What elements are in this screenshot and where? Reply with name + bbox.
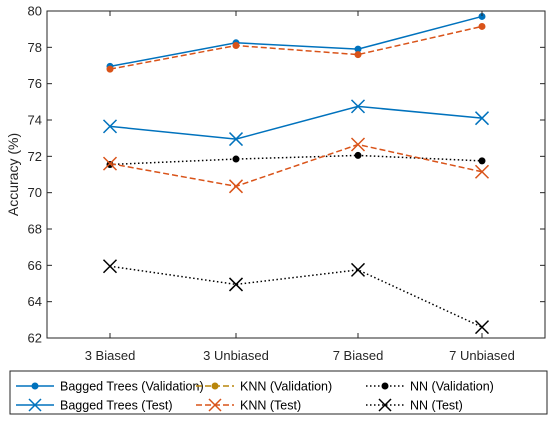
data-point <box>228 132 244 147</box>
legend-label: Bagged Trees (Test) <box>60 399 173 413</box>
axes: 62 64 66 68 70 72 74 76 78 80 3 Biased 3 Unbiased 7 … <box>5 4 546 363</box>
y-tick-label: 72 <box>28 149 42 164</box>
legend-entry-5: NN (Test) <box>366 398 463 413</box>
x-tick-label: 7 Unbiased <box>449 348 515 363</box>
data-point <box>208 398 222 412</box>
series-line <box>109 15 483 68</box>
plot-area <box>102 12 490 335</box>
data-point <box>474 320 490 335</box>
axes-box <box>46 10 546 339</box>
legend-entry-0: Bagged Trees (Validation) <box>16 380 204 394</box>
legend-box <box>9 370 548 415</box>
marker-stroke <box>378 398 392 412</box>
data-point <box>102 156 118 171</box>
data-point <box>228 179 244 194</box>
marker-stroke <box>474 111 490 126</box>
series-line <box>109 265 483 328</box>
marker-stroke <box>208 398 222 412</box>
data-point <box>350 262 366 277</box>
marker-stroke <box>350 99 366 114</box>
data-point <box>478 22 486 30</box>
series-line <box>109 105 483 140</box>
y-tick-label: 74 <box>28 113 42 128</box>
data-point <box>474 111 490 126</box>
data-point <box>354 51 362 59</box>
y-tick-label: 70 <box>28 185 42 200</box>
y-tick-label: 66 <box>28 258 42 273</box>
data-point <box>350 137 366 152</box>
marker-stroke <box>28 398 42 412</box>
data-point <box>102 119 118 134</box>
data-point <box>28 398 42 412</box>
marker-stroke <box>228 132 244 147</box>
legend-entry-4: KNN (Test) <box>196 398 301 413</box>
x-tick-label: 3 Unbiased <box>203 348 269 363</box>
data-point <box>106 65 114 73</box>
data-point <box>474 164 490 179</box>
data-point <box>232 155 240 163</box>
data-point <box>350 99 366 114</box>
data-point <box>211 382 219 390</box>
legend-label: Bagged Trees (Validation) <box>60 380 204 394</box>
series-line <box>109 25 483 70</box>
legend: Bagged Trees (Validation) KNN (Validation… <box>9 370 548 415</box>
marker-stroke <box>102 259 118 274</box>
series-3 <box>102 99 490 147</box>
y-axis-label: Accuracy (%) <box>5 133 21 216</box>
y-tick-label: 78 <box>28 40 42 55</box>
series-line <box>109 143 483 188</box>
x-tick-label: 7 Biased <box>333 348 384 363</box>
series-5 <box>102 259 490 335</box>
legend-label: KNN (Test) <box>240 399 301 413</box>
series-4 <box>102 137 490 194</box>
y-tick-label: 64 <box>28 294 42 309</box>
marker-stroke <box>228 179 244 194</box>
series-0 <box>106 12 486 70</box>
marker-stroke <box>350 137 366 152</box>
data-point <box>354 151 362 159</box>
legend-entry-1: KNN (Validation) <box>196 380 332 394</box>
data-point <box>102 259 118 274</box>
marker-stroke <box>474 320 490 335</box>
data-point <box>381 382 389 390</box>
legend-label: KNN (Validation) <box>240 380 332 394</box>
marker-stroke <box>350 262 366 277</box>
legend-entry-3: Bagged Trees (Test) <box>16 398 173 413</box>
series-1 <box>106 22 486 73</box>
data-point <box>232 42 240 50</box>
y-tick-label: 80 <box>28 4 42 19</box>
legend-label: NN (Validation) <box>410 380 494 394</box>
data-point <box>478 157 486 165</box>
marker-stroke <box>474 164 490 179</box>
legend-label: NN (Test) <box>410 399 463 413</box>
marker-stroke <box>102 119 118 134</box>
x-tick-label: 3 Biased <box>85 348 136 363</box>
data-point <box>378 398 392 412</box>
y-tick-label: 62 <box>28 331 42 346</box>
y-tick-label: 76 <box>28 76 42 91</box>
marker-stroke <box>228 277 244 292</box>
legend-entry-2: NN (Validation) <box>366 380 494 394</box>
y-tick-label: 68 <box>28 222 42 237</box>
data-point <box>228 277 244 292</box>
data-point <box>31 382 39 390</box>
marker-stroke <box>102 156 118 171</box>
